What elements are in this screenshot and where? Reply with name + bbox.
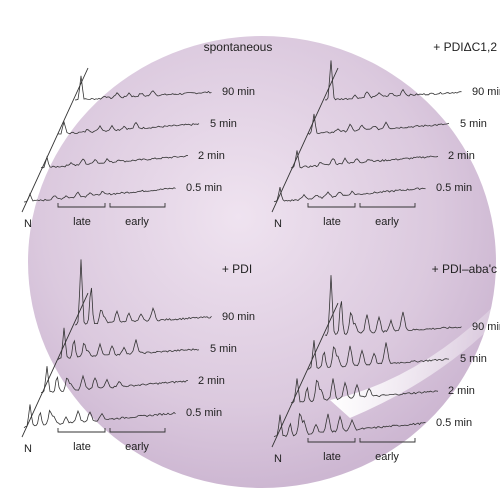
late-bracket bbox=[307, 438, 356, 443]
trace-label: 90 min bbox=[222, 86, 255, 98]
trace-label: 0.5 min bbox=[436, 417, 472, 429]
late-label: late bbox=[323, 451, 341, 463]
trace-label: 0.5 min bbox=[186, 407, 222, 419]
axis-start: N bbox=[274, 453, 282, 465]
late-bracket bbox=[307, 203, 356, 208]
trace-label: 0.5 min bbox=[186, 182, 222, 194]
trace-label: 90 min bbox=[472, 321, 500, 333]
trace bbox=[40, 155, 189, 169]
axis-line bbox=[271, 67, 339, 213]
swoosh bbox=[330, 300, 500, 418]
trace-label: 2 min bbox=[198, 375, 225, 387]
axis-line bbox=[271, 302, 339, 448]
axis-start: N bbox=[24, 218, 32, 230]
panel-title: + PDIΔC1,2 bbox=[433, 40, 497, 54]
axis-line bbox=[21, 67, 89, 213]
trace bbox=[74, 75, 212, 101]
trace bbox=[307, 340, 450, 370]
early-bracket bbox=[359, 203, 416, 208]
trace bbox=[290, 150, 439, 169]
trace bbox=[324, 60, 462, 101]
trace-label: 90 min bbox=[472, 86, 500, 98]
trace-label: 2 min bbox=[448, 150, 475, 162]
early-label: early bbox=[375, 451, 399, 463]
trace bbox=[290, 378, 439, 404]
trace-label: 5 min bbox=[460, 118, 487, 130]
early-label: early bbox=[125, 441, 149, 453]
panel-title: + PDI bbox=[222, 262, 252, 276]
trace bbox=[57, 327, 200, 360]
trace bbox=[40, 366, 188, 394]
late-label: late bbox=[323, 216, 341, 228]
axis-start: N bbox=[24, 443, 32, 455]
early-bracket bbox=[359, 438, 416, 443]
trace bbox=[324, 275, 462, 337]
trace bbox=[273, 187, 426, 203]
trace-label: 5 min bbox=[210, 118, 237, 130]
trace bbox=[57, 120, 200, 135]
trace-label: 2 min bbox=[448, 385, 475, 397]
early-bracket bbox=[109, 428, 166, 433]
late-bracket bbox=[57, 428, 106, 433]
trace bbox=[273, 412, 426, 437]
late-label: late bbox=[73, 216, 91, 228]
late-bracket bbox=[57, 203, 106, 208]
trace bbox=[307, 113, 450, 135]
axis-start: N bbox=[274, 218, 282, 230]
panel-title: spontaneous bbox=[204, 40, 273, 54]
panel-title: + PDI–aba'c bbox=[432, 262, 497, 276]
trace-label: 5 min bbox=[210, 343, 237, 355]
trace bbox=[74, 259, 212, 326]
trace-label: 2 min bbox=[198, 150, 225, 162]
background-disc bbox=[28, 36, 496, 488]
trace bbox=[23, 404, 176, 429]
trace-label: 5 min bbox=[460, 353, 487, 365]
trace-label: 0.5 min bbox=[436, 182, 472, 194]
early-bracket bbox=[109, 203, 166, 208]
trace-label: 90 min bbox=[222, 311, 255, 323]
late-label: late bbox=[73, 441, 91, 453]
early-label: early bbox=[125, 216, 149, 228]
axis-line bbox=[21, 292, 89, 438]
trace bbox=[23, 187, 176, 203]
early-label: early bbox=[375, 216, 399, 228]
